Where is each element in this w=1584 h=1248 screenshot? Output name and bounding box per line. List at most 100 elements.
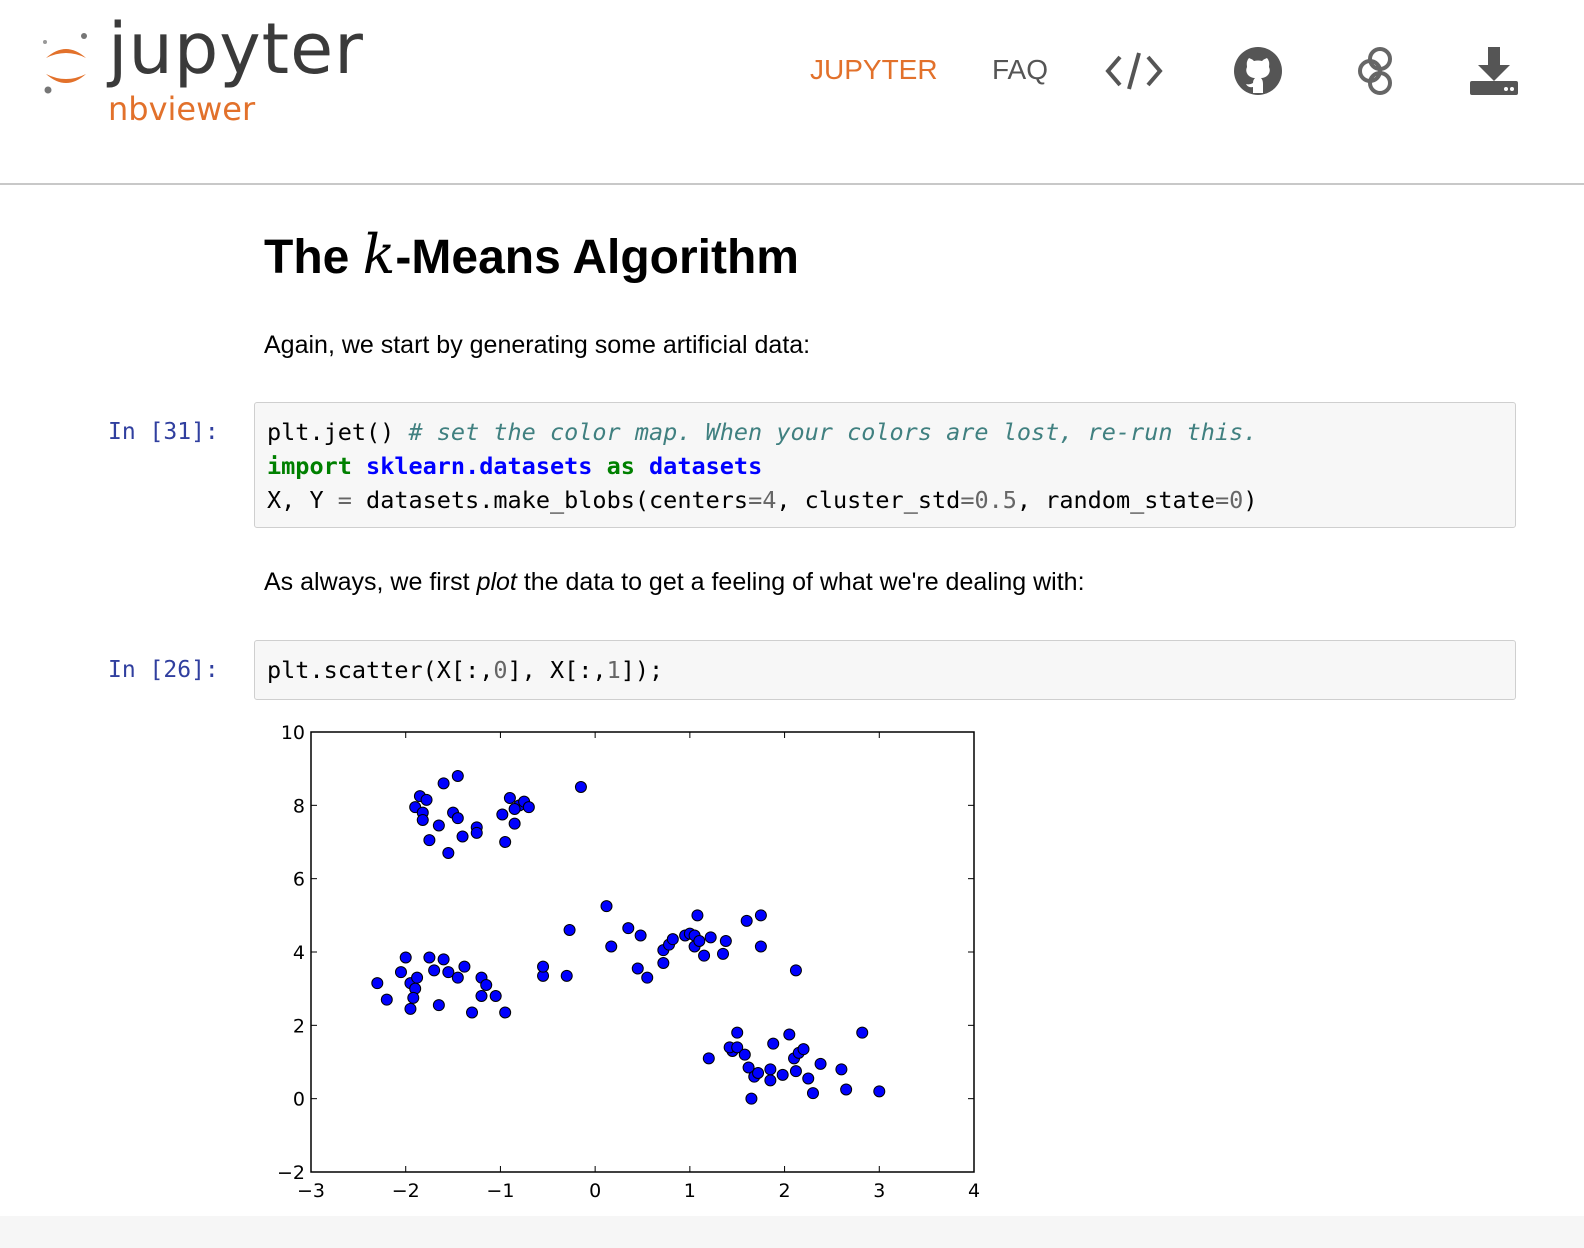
scatter-point (456, 830, 469, 843)
scatter-point (802, 1072, 815, 1085)
scatter-point (380, 993, 393, 1006)
scatter-point (508, 817, 521, 830)
scatter-point (856, 1026, 869, 1039)
scatter-point (634, 929, 647, 942)
code-text: , cluster_std (776, 486, 961, 514)
scatter-point (451, 770, 464, 782)
scatter-point (719, 935, 732, 947)
scatter-point (499, 836, 512, 848)
scatter-point (764, 1074, 777, 1087)
github-icon[interactable] (1228, 42, 1288, 100)
navbar: jupyter nbviewer JUPYTER FAQ (0, 0, 1584, 185)
scatter-point (754, 940, 767, 953)
scatter-point (394, 966, 407, 979)
scatter-point (442, 966, 455, 979)
title-suffix: -Means Algorithm (395, 231, 799, 284)
scatter-point (458, 960, 471, 973)
scatter-point (451, 971, 464, 984)
scatter-point (622, 922, 635, 935)
scatter-point (432, 819, 445, 832)
x-tick-label: 2 (779, 1180, 791, 1202)
code-text: ) (1243, 486, 1258, 514)
scatter-point (508, 803, 521, 815)
scatter-point (411, 971, 424, 984)
x-tick-label: −3 (297, 1180, 325, 1202)
scatter-point (693, 935, 706, 947)
code-text: plt.jet() (267, 418, 409, 446)
scatter-point (738, 1048, 751, 1061)
markdown-intro: Again, we start by generating some artif… (264, 331, 811, 359)
code-cell-31[interactable]: plt.jet() # set the color map. When your… (254, 402, 1516, 528)
cell-prompt-26: In [26]: (108, 657, 219, 683)
page-footer-band (0, 1216, 1584, 1248)
scatter-point (503, 792, 516, 804)
scatter-point (470, 826, 483, 839)
scatter-points (371, 770, 886, 1105)
code-number: 0.5 (974, 486, 1017, 514)
y-tick-label: −2 (277, 1162, 305, 1184)
scatter-point (442, 847, 455, 859)
module-alias: datasets (649, 452, 763, 480)
scatter-point (797, 1043, 810, 1056)
scatter-point (641, 971, 654, 984)
title-prefix: The (264, 231, 363, 284)
code-number: 1 (606, 656, 621, 684)
scatter-point (731, 1041, 744, 1054)
scatter-point (404, 1002, 417, 1015)
scatter-point (522, 801, 535, 814)
scatter-point (767, 1037, 780, 1050)
nav-link-jupyter[interactable]: JUPYTER (810, 54, 938, 85)
y-tick-label: 2 (293, 1015, 305, 1037)
scatter-point (480, 979, 493, 991)
code-cell-26[interactable]: plt.scatter(X[:,0], X[:,1]); (254, 640, 1516, 700)
scatter-point (806, 1087, 819, 1100)
scatter-point (416, 814, 429, 826)
jupyter-logo-icon (43, 33, 87, 94)
scatter-point (475, 990, 488, 1002)
scatter-point (537, 960, 550, 973)
code-text: datasets.make_blobs(centers (351, 486, 749, 514)
scatter-point (789, 964, 802, 977)
notebook-title: The k-Means Algorithm (264, 223, 799, 286)
jupyter-nbviewer-logo[interactable]: jupyter nbviewer (40, 8, 380, 128)
y-tick-label: 10 (281, 722, 305, 744)
scatter-point (704, 931, 717, 944)
x-tick-label: 3 (873, 1180, 885, 1202)
y-tick-label: 6 (293, 869, 305, 891)
logo-wordmark: jupyter (108, 8, 364, 90)
nav-link-faq[interactable]: FAQ (992, 54, 1049, 85)
keyword-as: as (606, 452, 635, 480)
scatter-point (698, 949, 711, 962)
scatter-point (840, 1083, 853, 1096)
scatter-point (499, 1006, 512, 1019)
logo-subtitle: nbviewer (108, 90, 256, 128)
scatter-point (731, 1026, 744, 1039)
scatter-point (371, 977, 384, 990)
binder-icon[interactable] (1346, 42, 1406, 100)
code-text: X, Y (267, 486, 338, 514)
plot-frame (310, 731, 975, 1173)
scatter-point (814, 1057, 827, 1070)
scatter-point (423, 951, 436, 964)
code-text: ]); (620, 656, 664, 684)
scatter-point (754, 909, 767, 922)
scatter-point (691, 909, 704, 922)
scatter-point (496, 808, 509, 821)
y-tick-label: 0 (293, 1089, 305, 1111)
scatter-point (560, 969, 573, 982)
code-icon[interactable] (1104, 42, 1164, 100)
scatter-point (740, 914, 753, 927)
md-text: the data to get a feeling of what we're … (516, 568, 1085, 596)
y-tick-label: 4 (293, 942, 305, 964)
x-tick-label: 1 (684, 1180, 696, 1202)
scatter-point (789, 1065, 802, 1078)
code-number: 0 (493, 656, 508, 684)
code-text: plt.scatter(X[:, (267, 656, 494, 684)
y-tick-label: 8 (293, 795, 305, 817)
download-icon[interactable] (1464, 42, 1524, 100)
code-number: 0 (1229, 486, 1244, 514)
code-operator: = (1215, 486, 1230, 514)
scatter-point (399, 951, 412, 964)
scatter-point (657, 957, 670, 969)
